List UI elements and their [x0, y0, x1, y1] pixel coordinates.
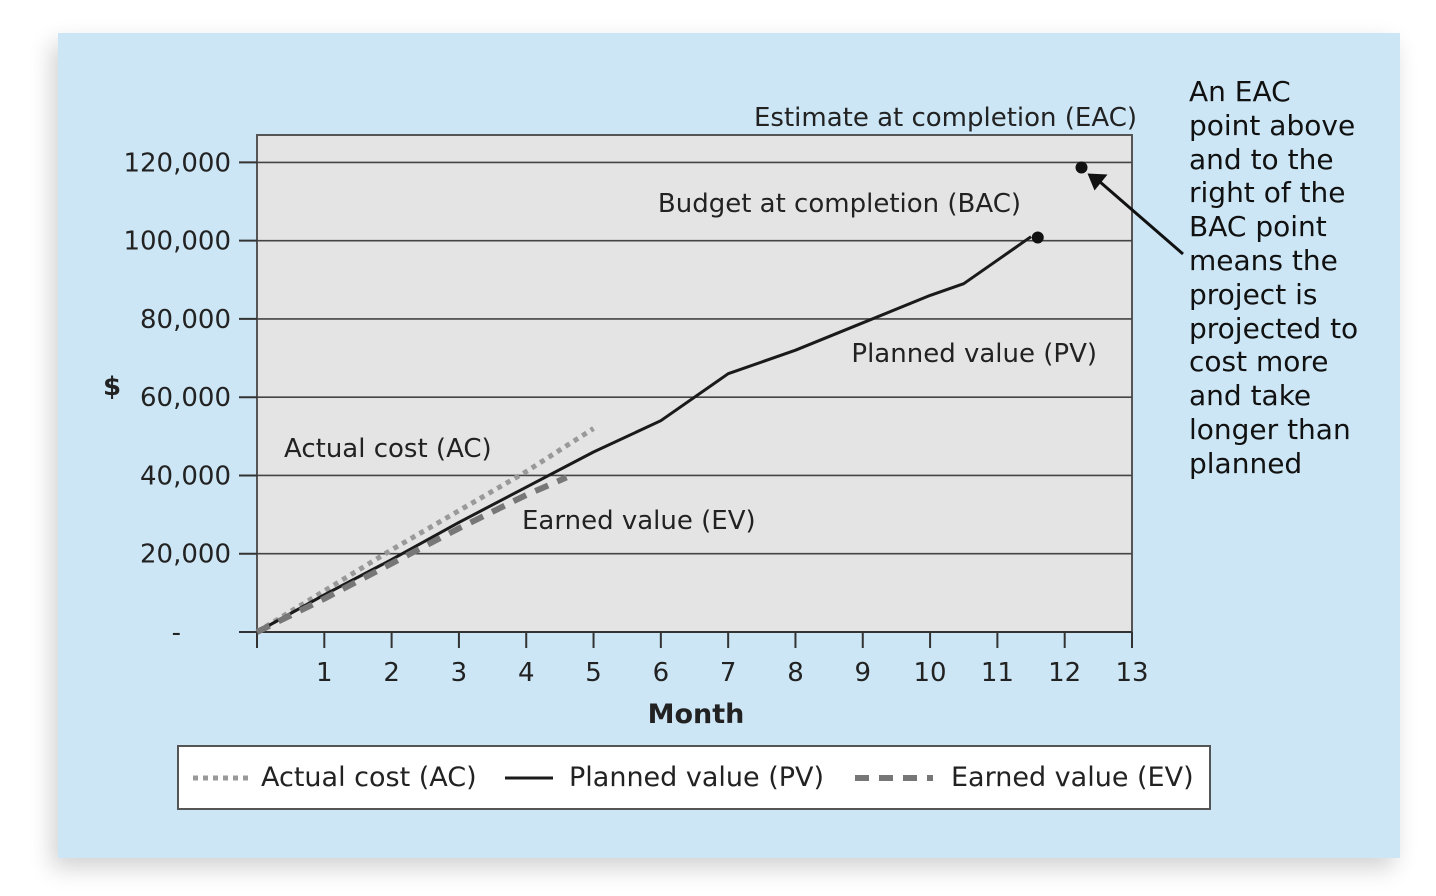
y-tick-label: 40,000	[140, 461, 231, 491]
series-line-pv	[256, 235, 1032, 634]
series-line-ac	[255, 426, 595, 635]
y-tick-label: 120,000	[123, 148, 231, 178]
legend: Actual cost (AC) Planned value (PV) Earn…	[177, 745, 1211, 810]
x-tick-label: 11	[981, 658, 1014, 688]
x-tick-label: 4	[518, 658, 535, 688]
note-line: point above	[1189, 108, 1356, 142]
legend-swatch-ev	[855, 774, 933, 781]
x-tick-label: 13	[1115, 658, 1148, 688]
y-tick-label: 100,000	[123, 227, 231, 257]
legend-item-ac: Actual cost (AC)	[191, 747, 477, 808]
y-tick-label: 80,000	[140, 305, 231, 335]
x-tick-label: 9	[854, 658, 871, 688]
y-tick-label: 60,000	[140, 383, 231, 413]
eac-arrow-line	[1098, 180, 1184, 256]
note-line: means the	[1189, 243, 1338, 277]
legend-label-ac: Actual cost (AC)	[261, 762, 477, 793]
legend-item-ev: Earned value (EV)	[853, 747, 1194, 808]
y-tick-label: -	[172, 618, 181, 648]
x-tick-label: 1	[316, 658, 333, 688]
x-tick-label: 3	[451, 658, 468, 688]
ac-label: Actual cost (AC)	[284, 434, 492, 464]
x-tick-label: 5	[585, 658, 602, 688]
eac-arrow-head	[1087, 173, 1108, 191]
eac-explanation-note: An EAC point above and to the right of the B…	[1189, 75, 1409, 481]
bac-label: Budget at completion (BAC)	[658, 189, 1021, 219]
note-line: An EAC	[1189, 75, 1291, 108]
note-line: BAC point	[1189, 210, 1327, 244]
note-line: project is	[1189, 277, 1318, 311]
legend-label-pv: Planned value (PV)	[569, 762, 825, 793]
legend-label-ev: Earned value (EV)	[951, 762, 1194, 793]
legend-item-pv: Planned value (PV)	[503, 747, 824, 808]
x-tick-label: 10	[914, 658, 947, 688]
note-line: cost more	[1189, 345, 1329, 379]
x-tick-label: 7	[720, 658, 737, 688]
x-tick-label: 2	[383, 658, 400, 688]
legend-swatch-pv	[505, 776, 553, 779]
plot-area	[256, 134, 1133, 633]
note-line: right of the	[1189, 176, 1346, 210]
x-tick-label: 6	[653, 658, 670, 688]
x-tick-label: 12	[1048, 658, 1081, 688]
note-line: and take	[1189, 379, 1312, 413]
x-tick-label: 8	[787, 658, 804, 688]
note-line: longer than	[1189, 412, 1351, 446]
x-axis-title: Month	[648, 699, 745, 730]
note-line: projected to	[1189, 311, 1359, 345]
bac-point	[1031, 231, 1044, 244]
eac-point	[1075, 161, 1088, 174]
y-axis-title: $	[103, 372, 121, 402]
ev-label: Earned value (EV)	[522, 506, 756, 536]
pv-label: Planned value (PV)	[851, 339, 1097, 369]
eac-label: Estimate at completion (EAC)	[754, 103, 1137, 133]
legend-swatch-ac	[193, 775, 249, 780]
y-tick-label: 20,000	[140, 540, 231, 570]
note-line: planned	[1189, 446, 1303, 480]
note-line: and to the	[1189, 142, 1334, 176]
